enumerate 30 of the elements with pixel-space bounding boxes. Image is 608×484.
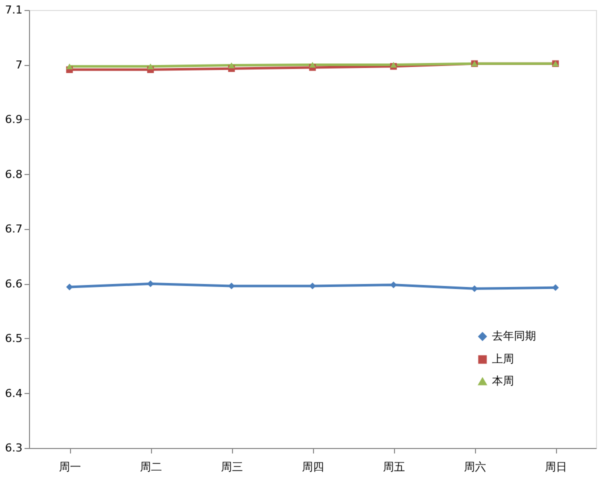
y-tick-label: 6.3 — [5, 442, 22, 454]
y-tick-label: 6.7 — [5, 222, 22, 236]
point — [147, 280, 154, 288]
y-tick-label: 6.5 — [5, 332, 22, 345]
legend-label: 去年同期 — [492, 330, 536, 342]
point — [147, 63, 154, 70]
x-tick-label: 周日 — [545, 460, 567, 474]
point — [471, 285, 478, 292]
y-tick-label: 7 — [16, 58, 22, 72]
x-tick-label: 周二 — [140, 460, 162, 474]
y-tick-label: 6.8 — [5, 168, 22, 181]
y-tick-label: 7.1 — [5, 4, 22, 16]
x-tick-label: 周五 — [383, 460, 405, 474]
legend-label: 上周 — [492, 352, 514, 366]
point — [552, 284, 559, 291]
legend-label: 本周 — [492, 374, 514, 388]
y-tick-label: 6.4 — [5, 386, 22, 400]
point — [309, 62, 316, 68]
point — [228, 282, 235, 290]
x-tick-label: 周四 — [302, 460, 324, 474]
y-tick-label: 6.9 — [5, 113, 22, 126]
point — [66, 284, 73, 290]
x-tick-label: 周一 — [59, 460, 81, 474]
point — [66, 63, 73, 70]
y-tick-label: 6.6 — [5, 277, 22, 290]
x-tick-label: 周六 — [464, 460, 486, 474]
point — [309, 282, 316, 290]
point — [228, 62, 235, 68]
x-tick-label: 周三 — [221, 460, 243, 474]
point — [390, 281, 397, 288]
